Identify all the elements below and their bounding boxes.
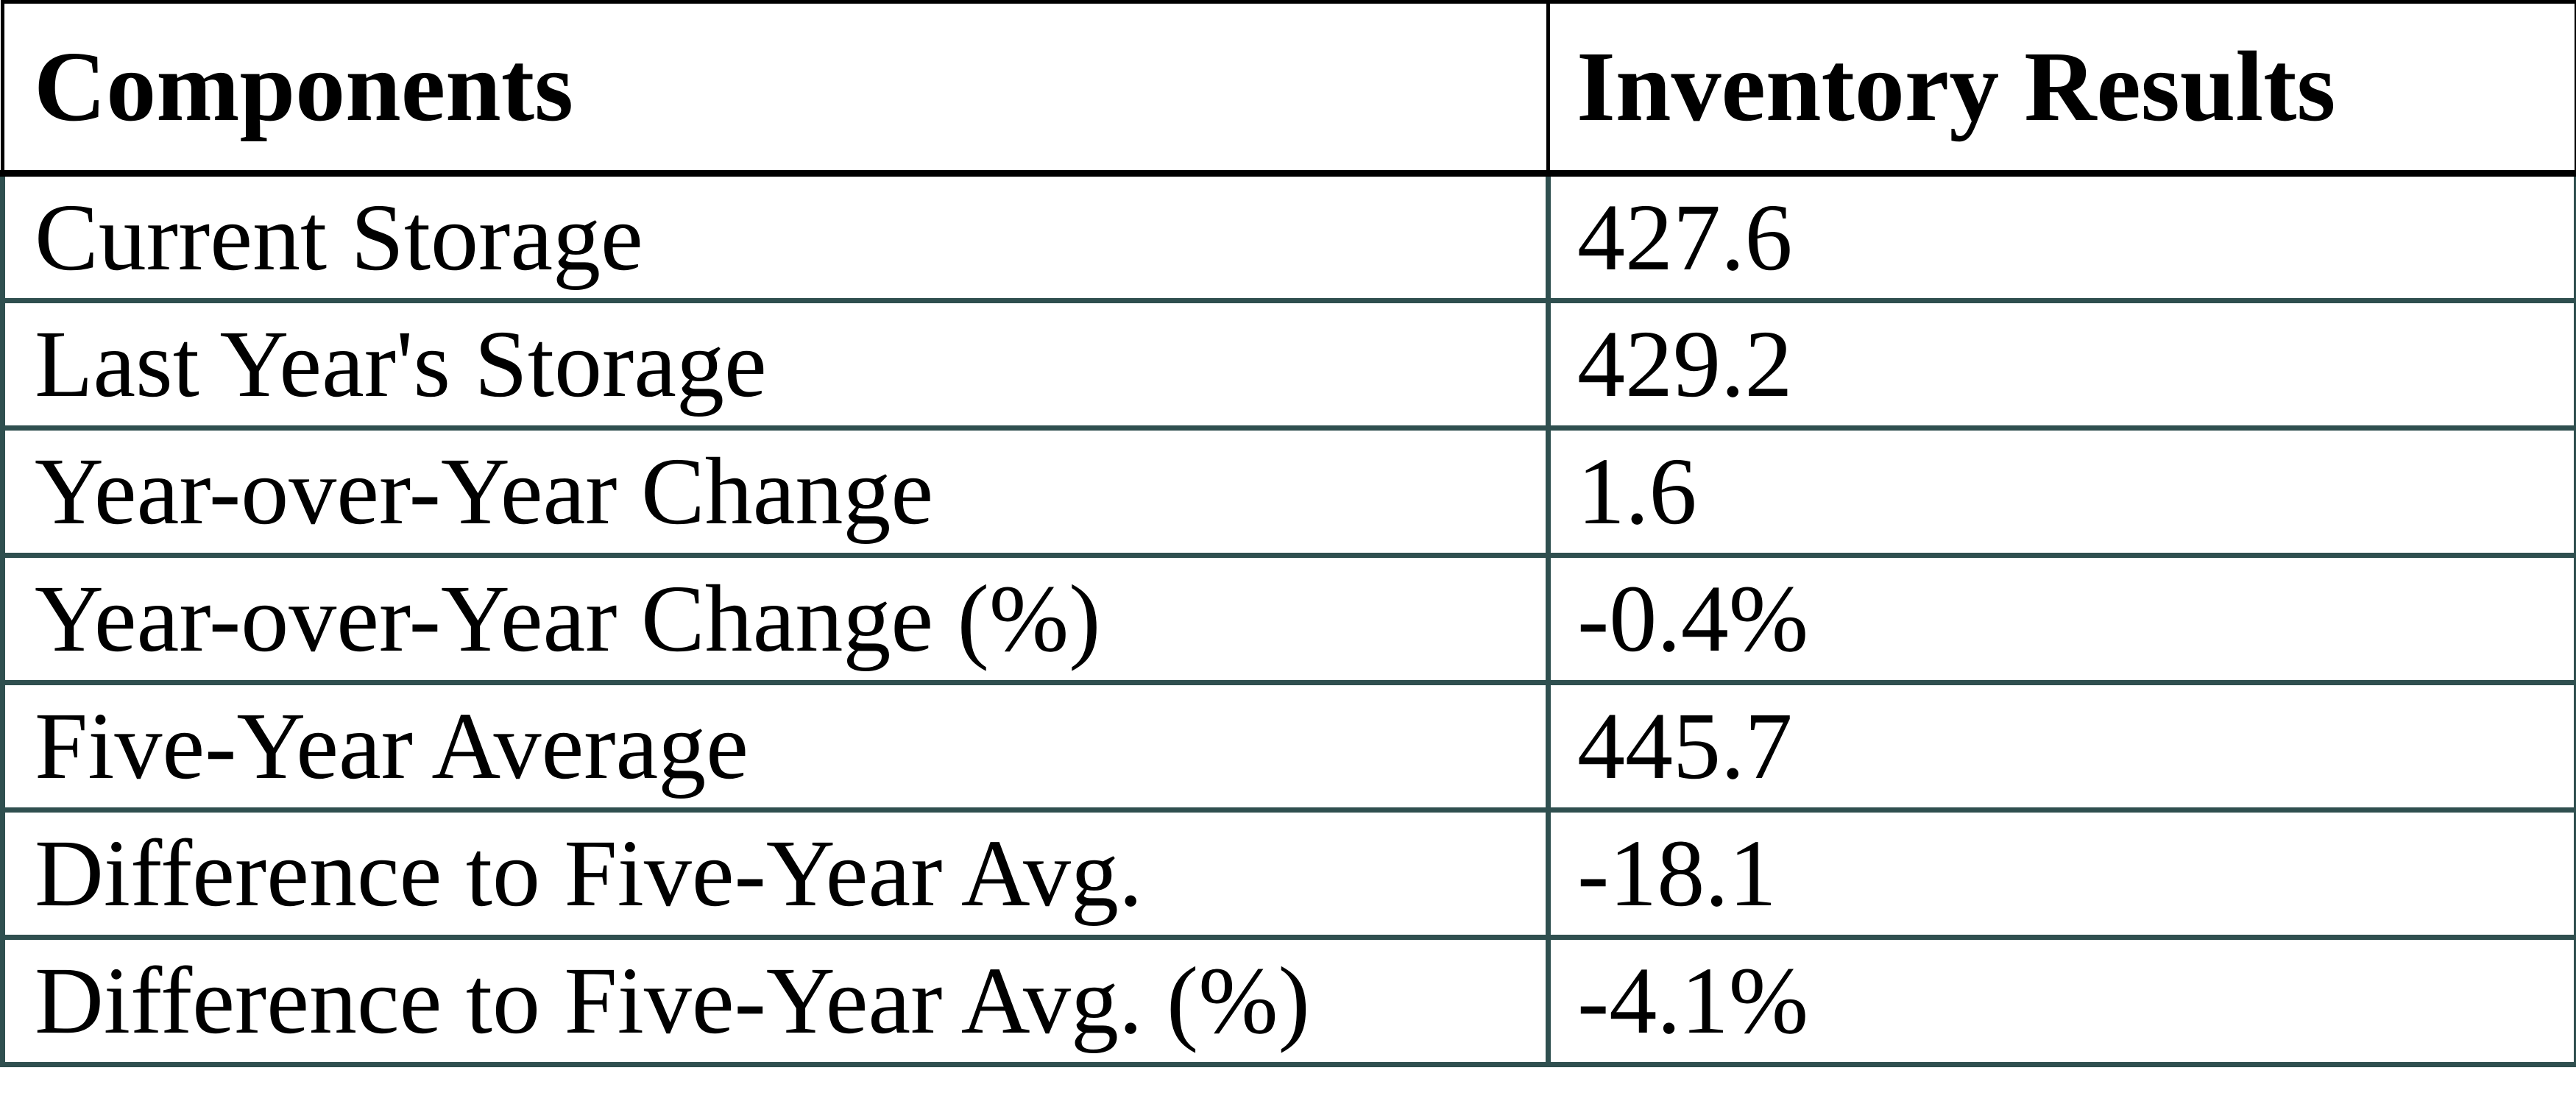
table-row-yoy-change: Year-over-Year Change 1.6 bbox=[0, 425, 2576, 558]
table-row-diff-five-year-avg: Difference to Five-Year Avg. -18.1 bbox=[0, 807, 2576, 940]
yoy-change-pct-label: Year-over-Year Change (%) bbox=[0, 553, 1551, 685]
current-storage-value: 427.6 bbox=[1546, 171, 2576, 303]
table-row-yoy-change-pct: Year-over-Year Change (%) -0.4% bbox=[0, 553, 2576, 685]
diff-five-year-avg-pct-label: Difference to Five-Year Avg. (%) bbox=[0, 935, 1551, 1067]
table-row-diff-five-year-avg-pct: Difference to Five-Year Avg. (%) -4.1% bbox=[0, 935, 2576, 1067]
yoy-change-value: 1.6 bbox=[1546, 425, 2576, 558]
column-header-inventory-results: Inventory Results bbox=[1546, 0, 2576, 177]
table-header-row: Components Inventory Results bbox=[1, 0, 2576, 177]
table-row-current-storage: Current Storage 427.6 bbox=[0, 171, 2576, 303]
last-year-storage-label: Last Year's Storage bbox=[0, 298, 1551, 431]
yoy-change-label: Year-over-Year Change bbox=[0, 425, 1551, 558]
column-header-components: Components bbox=[1, 0, 1550, 177]
table-row-five-year-average: Five-Year Average 445.7 bbox=[0, 680, 2576, 813]
five-year-average-value: 445.7 bbox=[1546, 680, 2576, 813]
diff-five-year-avg-label: Difference to Five-Year Avg. bbox=[0, 807, 1551, 940]
yoy-change-pct-value: -0.4% bbox=[1546, 553, 2576, 685]
diff-five-year-avg-value: -18.1 bbox=[1546, 807, 2576, 940]
last-year-storage-value: 429.2 bbox=[1546, 298, 2576, 431]
diff-five-year-avg-pct-value: -4.1% bbox=[1546, 935, 2576, 1067]
five-year-average-label: Five-Year Average bbox=[0, 680, 1551, 813]
table-row-last-year-storage: Last Year's Storage 429.2 bbox=[0, 298, 2576, 431]
inventory-results-table: Components Inventory Results Current Sto… bbox=[0, 0, 2576, 1067]
current-storage-label: Current Storage bbox=[0, 171, 1551, 303]
